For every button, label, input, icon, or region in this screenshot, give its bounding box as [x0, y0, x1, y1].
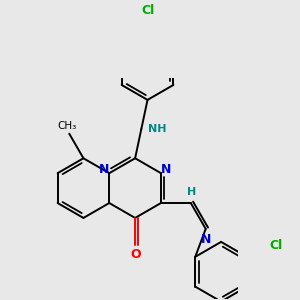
- Text: H: H: [187, 187, 196, 197]
- Text: N: N: [99, 164, 110, 176]
- Text: N: N: [160, 164, 171, 176]
- Text: CH₃: CH₃: [58, 121, 77, 131]
- Text: O: O: [130, 248, 141, 261]
- Text: NH: NH: [148, 124, 166, 134]
- Text: Cl: Cl: [269, 239, 282, 252]
- Text: Cl: Cl: [141, 4, 154, 17]
- Text: N: N: [201, 233, 211, 246]
